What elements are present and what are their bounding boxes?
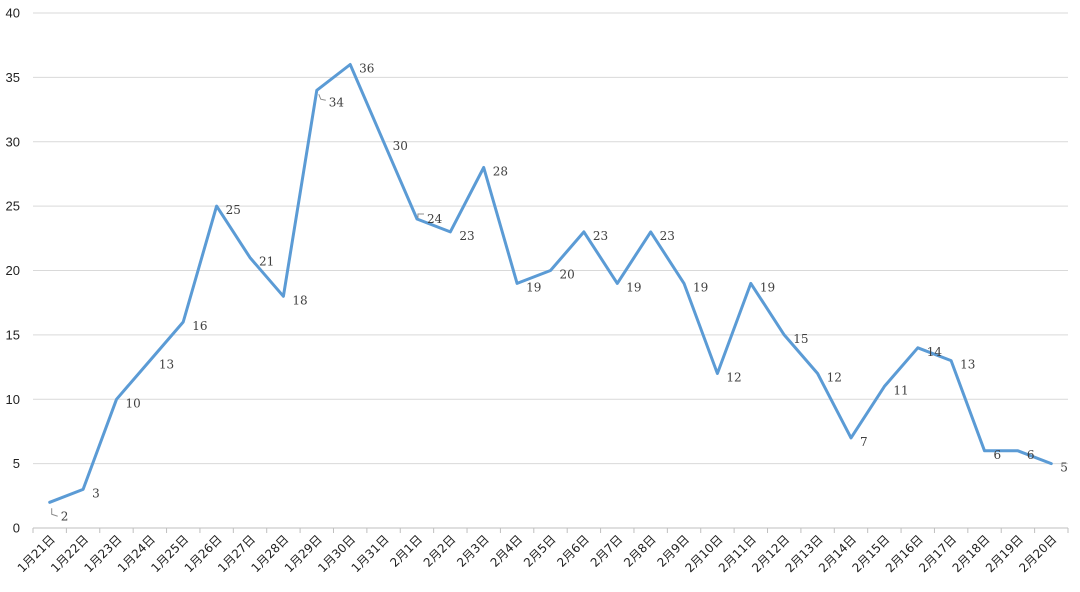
y-tick-label: 20 [6, 263, 20, 278]
data-label: 12 [827, 371, 842, 385]
data-label: 19 [626, 280, 641, 294]
data-label: 34 [329, 95, 345, 109]
data-label: 19 [526, 280, 541, 294]
data-label: 18 [292, 293, 307, 307]
data-label: 19 [693, 280, 708, 294]
y-tick-label: 30 [6, 134, 20, 149]
data-label: 36 [359, 62, 374, 76]
data-label: 20 [560, 268, 575, 282]
series-layer [48, 63, 1053, 504]
data-label: 30 [393, 139, 408, 153]
x-tick-label: 2月8日 [621, 532, 659, 570]
x-tick-label: 2月1日 [387, 532, 425, 570]
data-label: 2 [61, 509, 69, 523]
data-label-leader [51, 508, 58, 517]
x-tick-label: 2月5日 [521, 532, 559, 570]
y-tick-label: 0 [13, 521, 20, 536]
data-label: 19 [760, 280, 775, 294]
y-tick-label: 40 [6, 6, 20, 21]
x-tick-label: 2月20日 [1016, 532, 1059, 575]
data-label: 6 [994, 448, 1002, 462]
data-label: 23 [660, 229, 675, 243]
x-tick-label: 2月2日 [421, 532, 459, 570]
x-axis-ticks: 1月21日1月22日1月23日1月24日1月25日1月26日1月27日1月28日… [15, 532, 1060, 575]
data-label: 13 [159, 358, 174, 372]
data-label: 5 [1060, 461, 1068, 475]
x-tick-label: 1月31日 [349, 532, 392, 575]
x-tick-label: 2月3日 [454, 532, 492, 570]
x-tick-label: 2月6日 [554, 532, 592, 570]
data-label: 11 [893, 383, 908, 397]
data-label: 24 [427, 212, 443, 226]
gridlines [33, 12, 1068, 465]
data-label: 14 [927, 345, 943, 359]
y-tick-label: 25 [6, 199, 20, 214]
data-label: 13 [960, 358, 975, 372]
y-tick-label: 10 [6, 392, 20, 407]
data-label: 23 [459, 229, 474, 243]
x-tick-label: 2月4日 [488, 532, 526, 570]
x-axis [32, 527, 1069, 533]
data-label: 28 [493, 165, 508, 179]
data-label: 6 [1027, 448, 1035, 462]
data-label: 15 [793, 332, 808, 346]
data-label: 23 [593, 229, 608, 243]
data-labels: 2310131625211834363024232819202319231912… [51, 62, 1068, 523]
data-label: 21 [259, 255, 274, 269]
series-line [48, 63, 1053, 504]
data-label: 25 [226, 203, 241, 217]
y-tick-label: 35 [6, 70, 20, 85]
data-label-leader [318, 94, 326, 101]
data-label: 10 [125, 396, 140, 410]
y-axis-ticks: 0 5 10 15 20 25 30 35 40 [6, 6, 20, 536]
x-tick-label: 2月7日 [588, 532, 626, 570]
data-label: 16 [192, 319, 207, 333]
data-label: 3 [92, 486, 100, 500]
data-label-leader [417, 213, 424, 218]
y-tick-label: 15 [6, 327, 20, 342]
data-label: 7 [860, 435, 868, 449]
data-label: 12 [726, 371, 741, 385]
y-tick-label: 5 [13, 456, 20, 471]
